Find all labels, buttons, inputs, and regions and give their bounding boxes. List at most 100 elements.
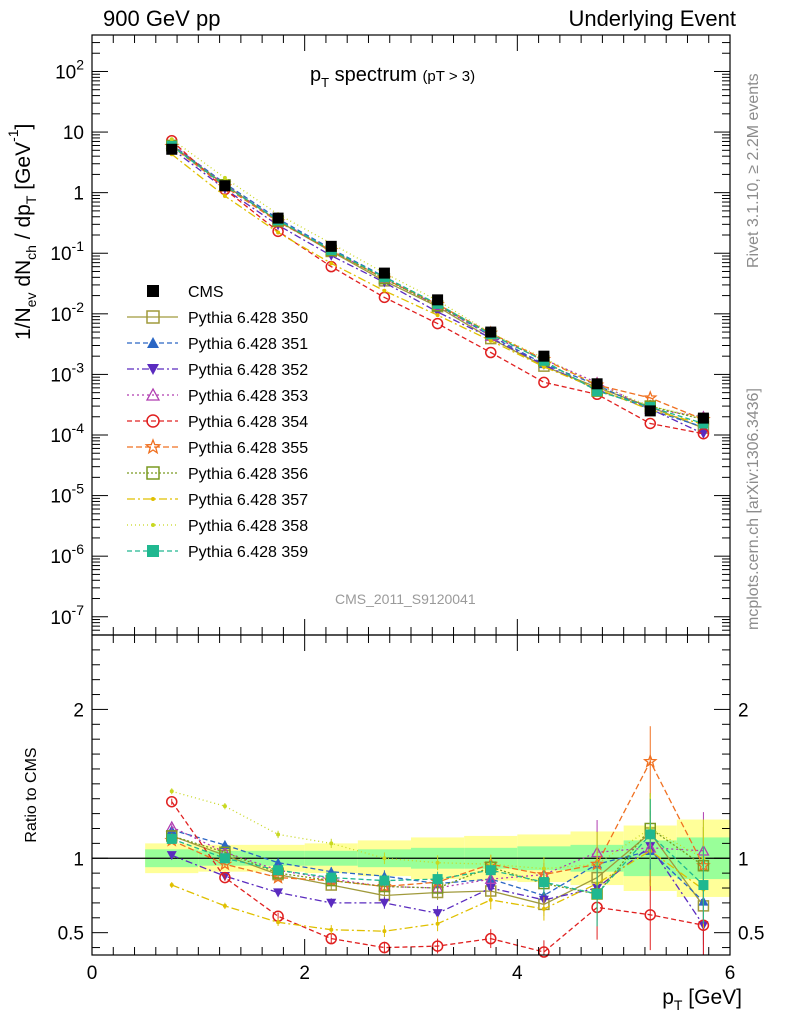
series-359-ratio-point: [645, 829, 656, 840]
series-352-ratio-point: [379, 898, 390, 908]
legend-item: Pythia 6.428 351: [127, 336, 308, 353]
legend-label: Pythia 6.428 358: [188, 518, 308, 535]
legend-label: Pythia 6.428 354: [188, 414, 308, 431]
legend-item: Pythia 6.428 350: [127, 310, 308, 327]
series-359-ratio-point: [326, 872, 337, 883]
series-358-point: [222, 175, 227, 180]
series-359-ratio-point: [273, 865, 284, 876]
series-355-ratio-point: [270, 869, 286, 884]
ratio-y-axis-label: Ratio to CMS: [23, 747, 40, 842]
cms-data-point: [219, 180, 231, 192]
legend-swatch-marker: [147, 337, 159, 348]
legend-swatch-marker: [146, 310, 160, 324]
series-359-ratio-point: [538, 877, 549, 888]
series-359-ratio-line: [171, 833, 704, 895]
series-359-line: [171, 145, 704, 425]
series-357-ratio-point: [169, 883, 174, 888]
series-356-main: [166, 139, 710, 426]
series-355-main: [164, 138, 711, 426]
series-354-point: [431, 317, 444, 330]
header-left-label: 900 GeV pp: [103, 6, 221, 31]
series-357-ratio-point: [382, 929, 387, 934]
ratio-plot-frame: [91, 634, 731, 956]
series-359-ratio-point: [166, 833, 177, 844]
series-357-ratio-point: [276, 920, 281, 925]
y-tick-label: 1: [73, 184, 84, 205]
cms-data-point: [538, 350, 550, 362]
series-358-ratio-point: [329, 841, 334, 846]
legend-swatch-marker: [151, 497, 155, 501]
legend-label: Pythia 6.428 350: [188, 310, 308, 327]
legend-label: Pythia 6.428 356: [188, 466, 308, 483]
ratio-y-tick-label-right: 1: [738, 849, 749, 870]
series-358-ratio-point: [222, 804, 227, 809]
cms-data-point: [432, 294, 444, 306]
y-tick-label: 10-1: [50, 238, 84, 265]
series-354-ratio: [166, 795, 710, 958]
series-358-ratio-point: [541, 866, 546, 871]
series-359-point: [592, 386, 603, 397]
legend-item: Pythia 6.428 355: [127, 438, 308, 457]
legend-label: Pythia 6.428 352: [188, 362, 308, 379]
legend-item: Pythia 6.428 359: [127, 544, 308, 561]
y-tick-label: 10-2: [50, 299, 84, 326]
series-359-ratio: [166, 799, 709, 927]
axes-layer: pT spectrum (pT > 3) 10-7 10-6 10-5 10-4 10-3…: [5, 34, 764, 1013]
y-tick-label: 10-5: [50, 481, 84, 508]
series-357-point: [541, 364, 546, 369]
series-354-point: [485, 346, 497, 359]
series-357-point: [222, 194, 227, 199]
legend-swatch-marker: [151, 523, 155, 527]
series-357-line: [171, 153, 704, 425]
series-357-ratio-point: [222, 903, 227, 908]
series-354-ratio-point: [644, 909, 656, 921]
y-tick-label: 102: [55, 56, 84, 83]
series-357-point: [276, 230, 281, 235]
series-352-line: [171, 148, 704, 435]
y-tick-label: 10-3: [50, 359, 84, 386]
series-354-line: [171, 140, 704, 435]
legend-label: Pythia 6.428 351: [188, 336, 308, 353]
series-357-point: [329, 261, 334, 266]
series-357-ratio-point: [488, 897, 493, 902]
series-359-ratio-point: [379, 875, 390, 886]
legend-swatch-marker: [147, 364, 159, 375]
legend-item: Pythia 6.428 358: [127, 518, 308, 535]
ratio-y-tick-label: 0.5: [58, 924, 84, 945]
series-359-ratio-point: [219, 853, 230, 864]
header-right-label: Underlying Event: [568, 6, 736, 31]
series-352-ratio-point: [326, 898, 337, 908]
series-358-ratio-point: [435, 860, 440, 865]
y-tick-label: 10-6: [50, 541, 84, 568]
legend-item: Pythia 6.428 354: [127, 414, 308, 431]
series-351-ratio-point: [273, 857, 284, 867]
main-y-axis-label: 1/Nev dNch / dpT [GeV-1]: [5, 124, 39, 340]
legend-item: Pythia 6.428 356: [127, 466, 308, 483]
series-354-ratio-point: [431, 940, 444, 952]
series-358-line: [171, 138, 704, 419]
chart-title: pT spectrum (pT > 3): [310, 64, 475, 90]
y-tick-label: 10: [63, 123, 84, 144]
y-tick-label: 10-4: [50, 420, 84, 447]
legend-swatch-marker: [145, 387, 161, 401]
series-357-point: [435, 313, 440, 318]
series-357-ratio-point: [329, 927, 334, 932]
analysis-name-label: CMS_2011_S9120041: [335, 591, 476, 607]
legend-item: CMS: [147, 284, 224, 301]
cms-data-point: [325, 240, 337, 252]
x-tick-label: 6: [725, 963, 736, 984]
series-cms-data: [166, 143, 709, 424]
x-tick-label: 2: [299, 963, 310, 984]
series-358-ratio-point: [276, 832, 281, 837]
ratio-y-tick-label-right: 2: [738, 700, 749, 721]
series-357-ratio-point: [541, 906, 546, 911]
series-layer: [164, 134, 711, 958]
y-tick-label: 10-7: [50, 602, 84, 629]
x-tick-label: 0: [87, 963, 98, 984]
legend-swatch-marker: [146, 466, 160, 480]
series-354-point: [644, 417, 656, 430]
legend-swatch-marker: [146, 414, 160, 428]
legend-swatch-marker: [147, 285, 159, 297]
cms-data-point: [378, 267, 390, 279]
